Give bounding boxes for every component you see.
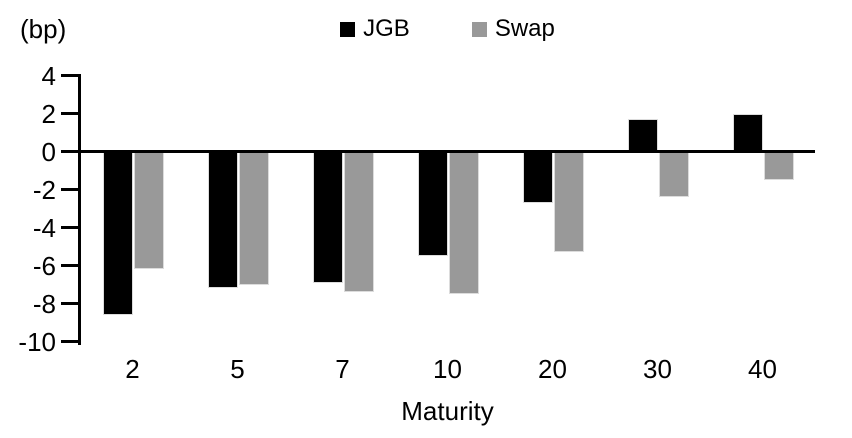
legend-swatch-swap-icon — [471, 21, 487, 37]
y-axis-tick-label: 0 — [41, 136, 56, 167]
y-axis-tick — [61, 112, 78, 115]
x-axis-tick-label: 2 — [125, 354, 140, 384]
y-axis-tick — [61, 74, 78, 77]
bar-swap-maturity-2 — [133, 151, 164, 270]
y-axis-tick — [61, 302, 78, 305]
x-axis-tick-label: 20 — [538, 354, 567, 384]
x-axis-title: Maturity — [401, 396, 494, 426]
legend-item-jgb: JGB — [340, 17, 410, 41]
bar-jgb-maturity-7 — [312, 151, 343, 283]
bar-jgb-maturity-10 — [417, 151, 448, 256]
bar-jgb-maturity-5 — [207, 151, 238, 289]
bar-swap-maturity-20 — [553, 151, 584, 253]
y-axis-tick — [61, 264, 78, 267]
y-axis-tick-label: 4 — [41, 60, 56, 91]
y-axis-tick-label: -10 — [18, 326, 56, 357]
y-axis-tick-label: 2 — [41, 98, 56, 129]
y-axis-tick — [61, 188, 78, 191]
bar-jgb-maturity-40 — [732, 113, 763, 152]
legend-label-jgb: JGB — [363, 15, 410, 42]
zero-baseline — [78, 150, 815, 153]
bar-jgb-maturity-2 — [102, 151, 133, 315]
x-axis-tick-label: 30 — [643, 354, 672, 384]
y-axis-tick — [61, 150, 78, 153]
y-axis-tick-label: -4 — [32, 212, 56, 243]
x-axis-tick-label: 5 — [230, 354, 245, 384]
y-axis-tick-label: -6 — [32, 250, 56, 281]
x-axis-tick-label: 40 — [748, 354, 777, 384]
legend-item-swap: Swap — [471, 15, 555, 42]
y-axis-tick — [61, 226, 78, 229]
y-axis-tick-label: -8 — [32, 288, 56, 319]
bar-jgb-maturity-30 — [627, 119, 658, 152]
bar-swap-maturity-10 — [448, 151, 479, 294]
bar-swap-maturity-7 — [343, 151, 374, 293]
legend: JGB Swap — [80, 17, 815, 41]
y-axis-line — [78, 74, 81, 345]
y-axis-unit-label: (bp) — [20, 14, 67, 44]
legend-label-swap: Swap — [494, 15, 555, 42]
legend-swatch-jgb-icon — [340, 21, 356, 37]
bar-swap-maturity-5 — [238, 151, 269, 285]
y-axis-tick-label: -2 — [32, 174, 56, 205]
x-axis-tick-label: 7 — [335, 354, 350, 384]
bar-swap-maturity-30 — [658, 151, 689, 198]
y-axis-tick — [61, 340, 78, 343]
bar-swap-maturity-40 — [763, 151, 794, 180]
bar-jgb-maturity-20 — [522, 151, 553, 203]
x-axis-tick-label: 10 — [433, 354, 462, 384]
